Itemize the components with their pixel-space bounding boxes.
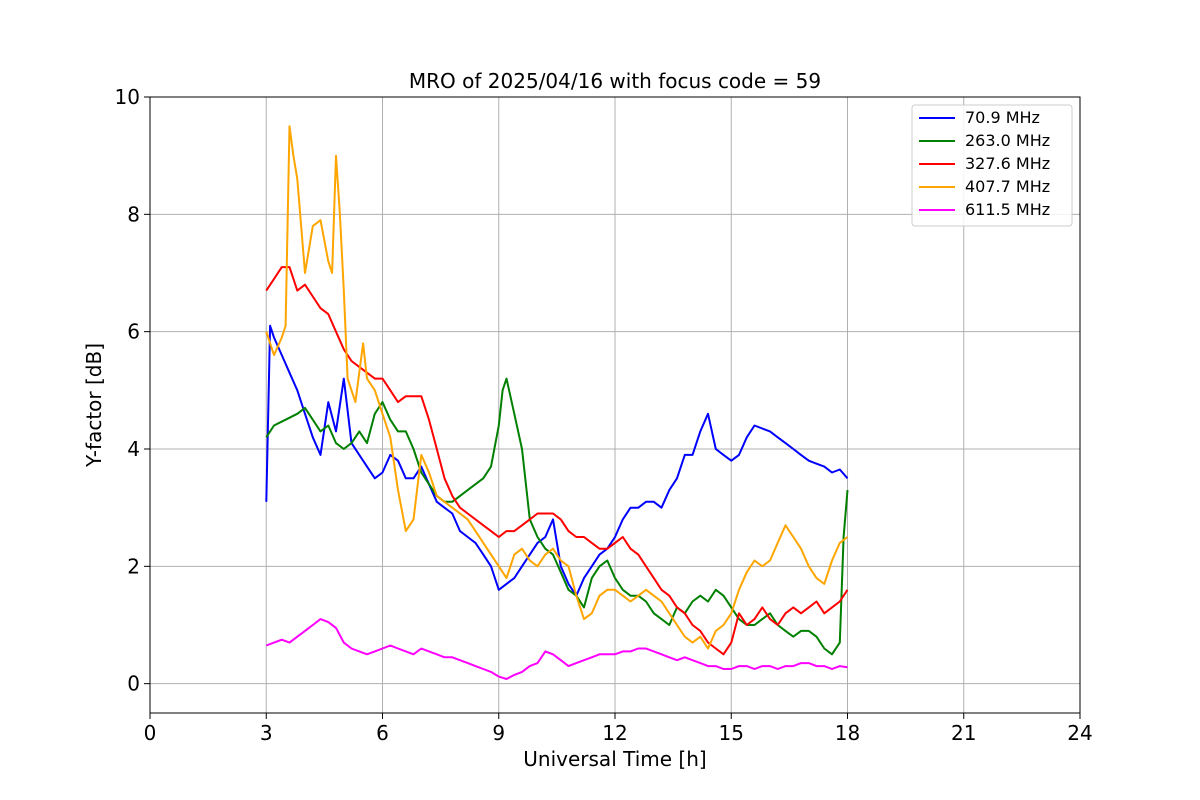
y-tick-label: 6 [127, 320, 140, 344]
y-tick-label: 8 [127, 202, 140, 226]
x-tick-label: 0 [144, 721, 157, 745]
x-tick-label: 6 [376, 721, 389, 745]
legend-box [911, 104, 1073, 227]
series-line-1 [265, 377, 849, 656]
y-axis-label: Y-factor [dB] [82, 343, 106, 468]
series-line-2 [265, 266, 849, 656]
x-tick-label: 3 [260, 721, 273, 745]
legend-label: 263.0 MHz [965, 131, 1050, 150]
y-tick-label: 2 [127, 554, 140, 578]
legend-label: 407.7 MHz [965, 177, 1050, 196]
x-tick-label: 21 [951, 721, 976, 745]
x-tick-label: 15 [719, 721, 744, 745]
x-tick-label: 24 [1067, 721, 1092, 745]
series-line-3 [265, 125, 849, 650]
series-lines [265, 125, 849, 680]
legend-label: 70.9 MHz [965, 108, 1040, 127]
legend-label: 611.5 MHz [965, 200, 1050, 219]
x-axis-label: Universal Time [h] [523, 747, 706, 771]
series-line-4 [265, 618, 848, 680]
y-tick-label: 0 [127, 672, 140, 696]
chart-title: MRO of 2025/04/16 with focus code = 59 [409, 69, 821, 93]
x-tick-label: 18 [835, 721, 860, 745]
series-line-0 [265, 324, 849, 597]
legend-label: 327.6 MHz [965, 154, 1050, 173]
legend: 70.9 MHz 263.0 MHz 327.6 MHz 407.7 MHz 611.5… [911, 104, 1073, 227]
x-tick-label: 12 [602, 721, 627, 745]
x-tick-label: 9 [492, 721, 505, 745]
y-tick-label: 4 [127, 437, 140, 461]
y-tick-label: 10 [115, 85, 140, 109]
